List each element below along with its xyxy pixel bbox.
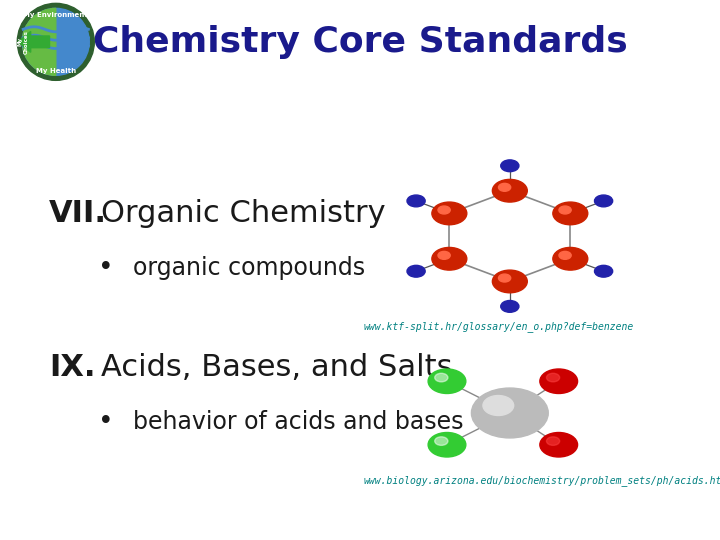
Circle shape <box>428 369 466 394</box>
Circle shape <box>540 369 577 394</box>
Circle shape <box>595 265 613 277</box>
Text: •: • <box>98 255 114 281</box>
Circle shape <box>435 437 448 445</box>
Circle shape <box>540 433 577 457</box>
Text: www.ktf-split.hr/glossary/en_o.php?def=benzene: www.ktf-split.hr/glossary/en_o.php?def=b… <box>363 321 634 332</box>
Text: My Health: My Health <box>36 68 76 74</box>
FancyArrow shape <box>18 31 50 52</box>
Text: behavior of acids and bases: behavior of acids and bases <box>132 410 463 434</box>
Circle shape <box>435 373 448 382</box>
Circle shape <box>553 247 588 270</box>
Circle shape <box>492 179 527 202</box>
Circle shape <box>483 395 513 415</box>
Circle shape <box>22 8 89 76</box>
Circle shape <box>472 388 548 438</box>
Circle shape <box>559 206 571 214</box>
Text: My
Choices: My Choices <box>18 30 29 54</box>
Circle shape <box>438 206 450 214</box>
Wedge shape <box>22 8 56 76</box>
Circle shape <box>432 202 467 225</box>
Circle shape <box>407 195 426 207</box>
Circle shape <box>546 437 559 445</box>
Circle shape <box>500 160 519 172</box>
Circle shape <box>498 184 510 191</box>
Circle shape <box>492 270 527 293</box>
Text: organic compounds: organic compounds <box>132 256 365 280</box>
Circle shape <box>595 195 613 207</box>
Circle shape <box>428 433 466 457</box>
Text: VII.: VII. <box>49 199 107 228</box>
Circle shape <box>407 265 426 277</box>
Circle shape <box>432 247 467 270</box>
Text: www.biology.arizona.edu/biochemistry/problem_sets/ph/acids.htm: www.biology.arizona.edu/biochemistry/pro… <box>363 476 720 487</box>
Text: IX.: IX. <box>49 353 95 382</box>
Text: Acids, Bases, and Salts: Acids, Bases, and Salts <box>102 353 453 382</box>
Text: •: • <box>98 409 114 435</box>
Circle shape <box>438 252 450 259</box>
Circle shape <box>559 252 571 259</box>
Text: Organic Chemistry: Organic Chemistry <box>102 199 386 228</box>
Circle shape <box>546 373 559 382</box>
Text: My Environment: My Environment <box>24 12 88 18</box>
Circle shape <box>17 3 94 80</box>
Circle shape <box>500 300 519 312</box>
Text: Chemistry Core Standards: Chemistry Core Standards <box>93 25 627 59</box>
Circle shape <box>498 274 510 282</box>
Circle shape <box>553 202 588 225</box>
